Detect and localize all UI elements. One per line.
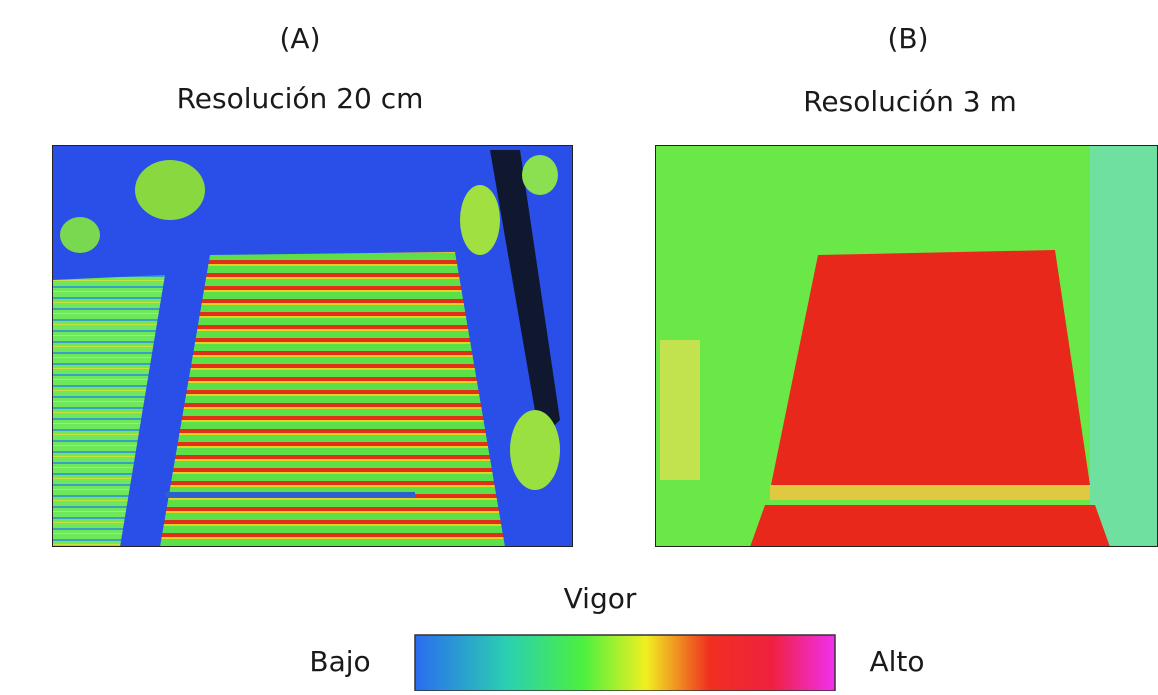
colorbar: [415, 635, 835, 691]
panel-label: (A): [279, 22, 320, 55]
panel-title: Resolución 20 cm: [177, 82, 424, 115]
legend-title: Vigor: [564, 582, 637, 615]
page: (A) Resolución 20 cm (B) Resolución 3 m …: [0, 0, 1158, 691]
image-a: [52, 145, 573, 547]
panel-title: Resolución 3 m: [803, 85, 1017, 118]
figure: (A) Resolución 20 cm (B) Resolución 3 m …: [0, 0, 1158, 691]
panel-label: (B): [887, 22, 928, 55]
legend-high: Alto: [869, 645, 924, 678]
legend-low: Bajo: [309, 645, 370, 678]
image-b: [655, 145, 1158, 547]
